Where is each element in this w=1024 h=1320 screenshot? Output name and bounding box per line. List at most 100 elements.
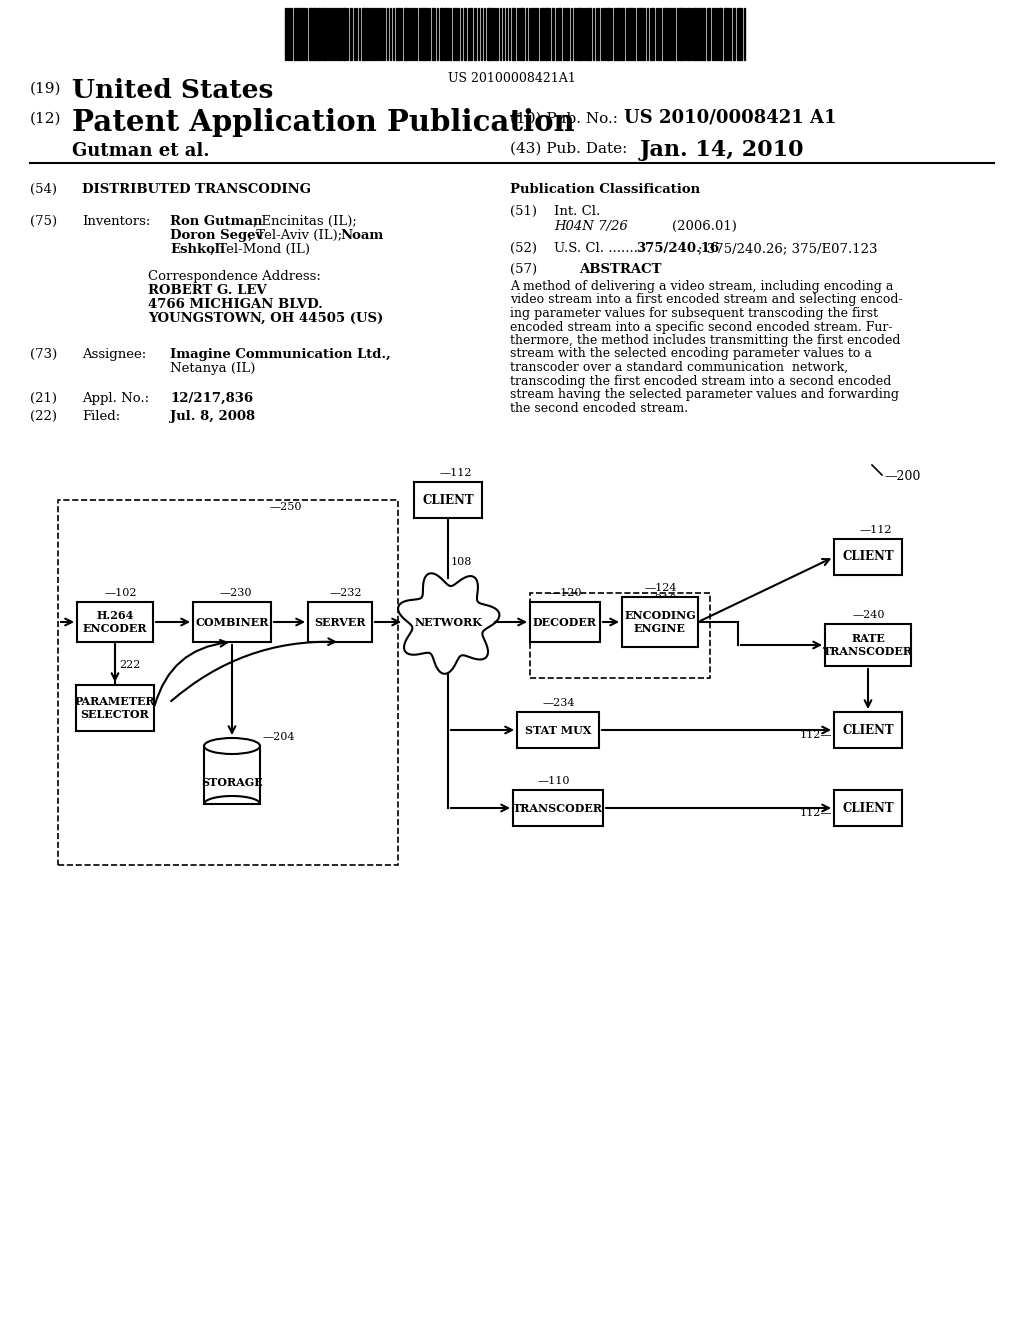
Text: Jul. 8, 2008: Jul. 8, 2008 <box>170 411 255 422</box>
Bar <box>629 8 631 59</box>
Bar <box>694 8 696 59</box>
Bar <box>622 597 698 647</box>
Text: (54): (54) <box>30 183 57 195</box>
Bar <box>673 8 675 59</box>
Text: DISTRIBUTED TRANSCODING: DISTRIBUTED TRANSCODING <box>82 183 311 195</box>
Text: Doron Segev: Doron Segev <box>170 228 263 242</box>
Text: (52): (52) <box>510 242 537 255</box>
Text: —102: —102 <box>105 587 137 598</box>
Text: —112: —112 <box>860 525 893 535</box>
Text: ROBERT G. LEV: ROBERT G. LEV <box>148 284 266 297</box>
Bar <box>558 8 561 59</box>
Text: COMBINER: COMBINER <box>196 616 268 627</box>
Bar <box>204 746 260 804</box>
Text: CLIENT: CLIENT <box>422 494 474 507</box>
Bar <box>474 8 476 59</box>
Bar <box>666 8 668 59</box>
Bar <box>77 602 153 642</box>
Bar <box>707 8 710 59</box>
Bar <box>733 8 735 59</box>
Text: Patent Application Publication: Patent Application Publication <box>72 108 574 137</box>
Text: , Tel-Mond (IL): , Tel-Mond (IL) <box>210 243 310 256</box>
Text: (75): (75) <box>30 215 57 228</box>
Text: (43) Pub. Date:: (43) Pub. Date: <box>510 143 628 156</box>
Text: Eshkoli: Eshkoli <box>170 243 225 256</box>
Bar <box>58 500 398 865</box>
Text: Correspondence Address:: Correspondence Address: <box>148 271 321 282</box>
Bar <box>652 8 654 59</box>
Bar <box>700 8 702 59</box>
Text: (51): (51) <box>510 205 537 218</box>
Bar <box>825 624 911 667</box>
Text: —200: —200 <box>884 470 921 483</box>
Text: Inventors:: Inventors: <box>82 215 151 228</box>
Text: U.S. Cl. ........: U.S. Cl. ........ <box>554 242 642 255</box>
Bar <box>76 685 154 731</box>
Bar <box>309 8 312 59</box>
Text: the second encoded stream.: the second encoded stream. <box>510 401 688 414</box>
Text: (57): (57) <box>510 263 538 276</box>
Text: encoded stream into a specific second encoded stream. Fur-: encoded stream into a specific second en… <box>510 321 893 334</box>
Bar <box>542 8 544 59</box>
Text: YOUNGSTOWN, OH 44505 (US): YOUNGSTOWN, OH 44505 (US) <box>148 312 383 325</box>
Text: (2006.01): (2006.01) <box>672 220 737 234</box>
Text: Imagine Communication Ltd.,: Imagine Communication Ltd., <box>170 348 391 360</box>
Bar <box>712 8 714 59</box>
Bar <box>317 8 319 59</box>
Text: Ron Gutman: Ron Gutman <box>170 215 262 228</box>
Text: Netanya (IL): Netanya (IL) <box>170 362 255 375</box>
Text: (12): (12) <box>30 112 61 125</box>
Bar <box>366 8 369 59</box>
Bar <box>517 711 599 748</box>
Text: (19): (19) <box>30 82 61 96</box>
Bar <box>621 8 624 59</box>
Bar <box>464 8 466 59</box>
Text: 112—: 112— <box>800 730 831 741</box>
Bar <box>521 8 524 59</box>
Text: ENCODING
ENGINE: ENCODING ENGINE <box>624 610 696 634</box>
Bar <box>614 8 616 59</box>
Bar <box>350 8 352 59</box>
Bar <box>298 8 301 59</box>
Text: Int. Cl.: Int. Cl. <box>554 205 600 218</box>
Text: A method of delivering a video stream, including encoding a: A method of delivering a video stream, i… <box>510 280 893 293</box>
Text: (73): (73) <box>30 348 57 360</box>
Bar <box>834 539 902 576</box>
Text: —250: —250 <box>270 502 302 512</box>
Bar <box>414 482 482 517</box>
Text: ABSTRACT: ABSTRACT <box>579 263 662 276</box>
Text: US 2010/0008421 A1: US 2010/0008421 A1 <box>624 110 837 127</box>
Text: US 20100008421A1: US 20100008421A1 <box>449 73 575 84</box>
Text: 112—: 112— <box>800 808 831 818</box>
Text: Gutman et al.: Gutman et al. <box>72 143 210 160</box>
Bar <box>193 602 271 642</box>
Bar <box>444 8 447 59</box>
Text: —232: —232 <box>330 587 362 598</box>
Polygon shape <box>398 573 500 673</box>
Bar <box>362 8 365 59</box>
Text: 108: 108 <box>451 557 472 568</box>
Bar <box>607 8 610 59</box>
Text: United States: United States <box>72 78 273 103</box>
Text: DECODER: DECODER <box>534 616 597 627</box>
Text: stream with the selected encoding parameter values to a: stream with the selected encoding parame… <box>510 347 871 360</box>
Text: video stream into a first encoded stream and selecting encod-: video stream into a first encoded stream… <box>510 293 902 306</box>
Text: 4766 MICHIGAN BLVD.: 4766 MICHIGAN BLVD. <box>148 298 323 312</box>
Text: (21): (21) <box>30 392 57 405</box>
Bar <box>617 8 620 59</box>
Bar <box>329 8 331 59</box>
Text: CLIENT: CLIENT <box>842 801 894 814</box>
Bar <box>588 8 591 59</box>
Bar <box>703 8 705 59</box>
Text: , Encinitas (IL);: , Encinitas (IL); <box>253 215 357 228</box>
Bar <box>687 8 689 59</box>
Text: TRANSCODER: TRANSCODER <box>513 803 603 813</box>
Text: transcoding the first encoded stream into a second encoded: transcoding the first encoded stream int… <box>510 375 891 388</box>
Text: 375/240.16: 375/240.16 <box>636 242 719 255</box>
Bar <box>470 8 472 59</box>
Text: RATE
TRANSCODER: RATE TRANSCODER <box>823 634 913 657</box>
Ellipse shape <box>204 738 260 754</box>
Text: (22): (22) <box>30 411 57 422</box>
Text: PARAMETER
SELECTOR: PARAMETER SELECTOR <box>75 696 156 719</box>
Text: —230: —230 <box>220 587 253 598</box>
